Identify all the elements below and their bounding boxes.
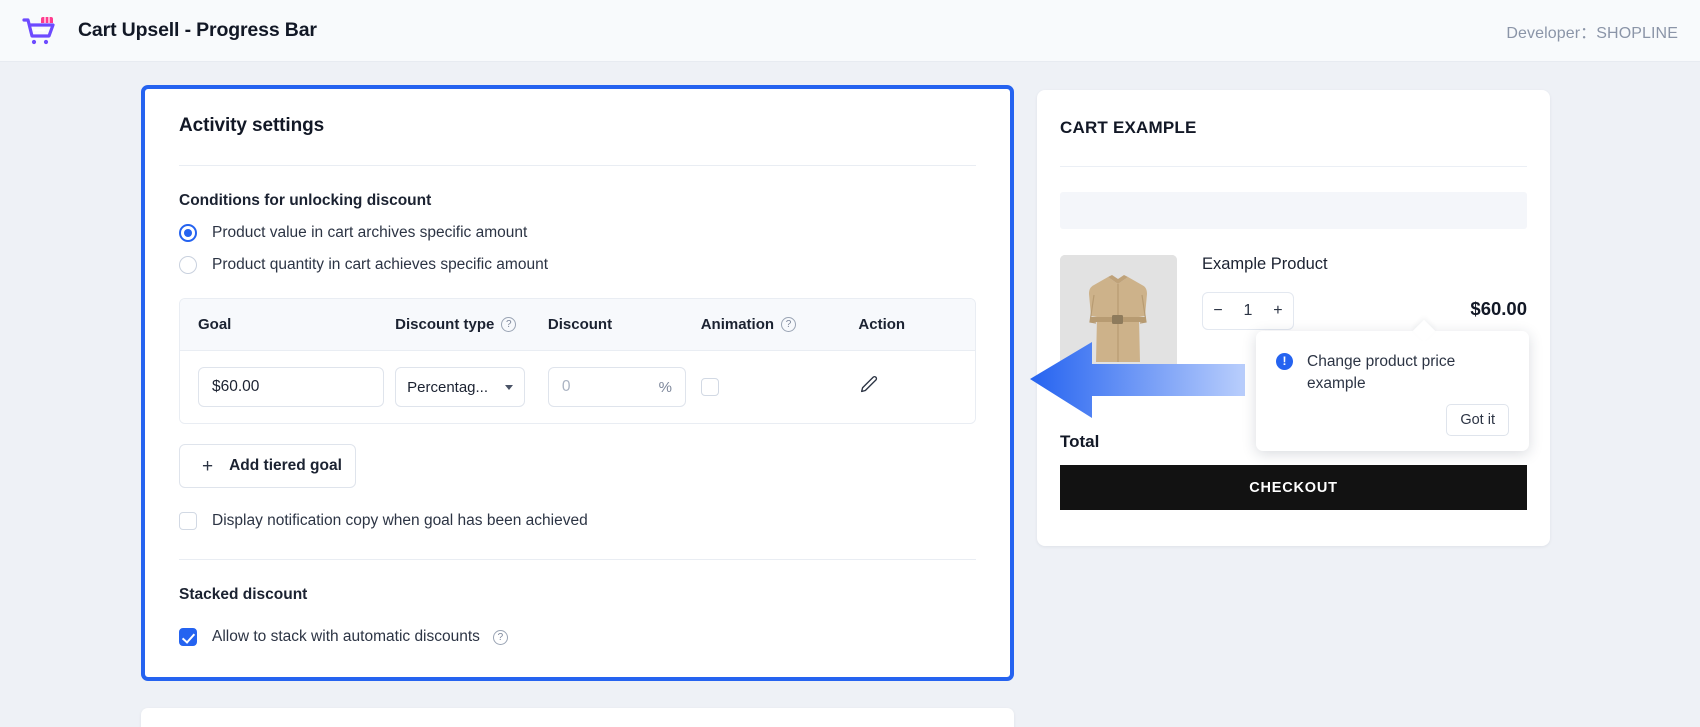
radio-option-product-value[interactable]: Product value in cart archives specific …: [179, 224, 976, 242]
goal-table: Goal Discount type ? Discount Animation …: [179, 298, 976, 424]
shopping-cart-icon: [20, 11, 60, 51]
animation-checkbox[interactable]: [700, 378, 719, 396]
cart-example-title: CART EXAMPLE: [1060, 118, 1197, 137]
quantity-value: 1: [1243, 302, 1253, 319]
page-title: Cart Upsell - Progress Bar: [78, 19, 317, 41]
quantity-increase-button[interactable]: +: [1273, 302, 1283, 319]
plus-icon: +: [202, 455, 214, 477]
divider: [179, 165, 976, 166]
allow-stack-checkbox[interactable]: [179, 628, 197, 646]
progress-bar-placeholder: [1060, 192, 1527, 229]
quantity-decrease-button[interactable]: −: [1213, 302, 1223, 319]
radio-option-product-quantity[interactable]: Product quantity in cart achieves specif…: [179, 256, 976, 274]
divider: [1060, 166, 1527, 167]
help-icon[interactable]: ?: [501, 317, 517, 332]
chevron-down-icon: [505, 384, 514, 390]
discount-placeholder: 0: [561, 378, 571, 395]
cell-goal: $60.00: [198, 367, 395, 407]
discount-input[interactable]: 0 %: [547, 367, 686, 407]
cell-discount: 0 %: [547, 367, 701, 407]
display-notification-row[interactable]: Display notification copy when goal has …: [179, 512, 976, 530]
goal-input[interactable]: $60.00: [198, 367, 384, 407]
add-tiered-goal-button[interactable]: + Add tiered goal: [179, 444, 356, 488]
tooltip-popover: ! Change product price example Got it: [1256, 319, 1529, 451]
conditions-label: Conditions for unlocking discount: [179, 192, 432, 209]
stacked-discount-label: Stacked discount: [179, 586, 308, 603]
help-icon[interactable]: ?: [492, 629, 508, 645]
tooltip-message: Change product price example: [1307, 353, 1456, 392]
display-notification-checkbox[interactable]: [179, 512, 197, 530]
cart-example-card: CART EXAMPLE Ex: [1037, 90, 1550, 546]
cart-total-label: Total: [1060, 432, 1100, 451]
product-price: $60.00: [1470, 298, 1527, 319]
help-icon[interactable]: ?: [781, 317, 797, 332]
edit-pencil-icon[interactable]: [858, 375, 880, 400]
product-thumbnail: [1060, 255, 1177, 372]
radio-indicator-checked[interactable]: [179, 224, 197, 242]
display-notification-label: Display notification copy when goal has …: [212, 512, 588, 529]
column-header-discount: Discount: [547, 316, 613, 333]
got-it-button[interactable]: Got it: [1446, 404, 1509, 436]
radio-label: Product value in cart archives specific …: [212, 224, 528, 241]
cell-action: [858, 374, 957, 401]
column-header-animation: Animation ?: [701, 316, 859, 333]
checkout-button[interactable]: CHECKOUT: [1060, 465, 1527, 510]
allow-stack-label: Allow to stack with automatic discounts: [212, 628, 480, 645]
column-header-action: Action: [858, 316, 906, 333]
percent-suffix: %: [658, 378, 672, 396]
brand: Cart Upsell - Progress Bar: [20, 11, 317, 51]
radio-indicator-unchecked[interactable]: [179, 256, 197, 274]
discount-type-value: Percentag...: [407, 378, 489, 396]
developer-label: Developer：SHOPLINE: [1506, 24, 1678, 42]
cell-discount-type: Percentag...: [395, 367, 548, 407]
cart-line-item: Example Product − 1 + $60.00: [1060, 255, 1527, 372]
top-bar: Cart Upsell - Progress Bar Developer：SHO…: [0, 0, 1700, 62]
column-header-discount-type: Discount type ?: [395, 316, 548, 333]
cell-animation: [700, 378, 859, 396]
activity-settings-card: Activity settings Conditions for unlocki…: [141, 85, 1014, 681]
discount-type-select[interactable]: Percentag...: [395, 367, 526, 407]
quantity-stepper[interactable]: − 1 +: [1202, 292, 1294, 330]
table-row: $60.00 Percentag... 0 %: [180, 351, 975, 423]
radio-label: Product quantity in cart achieves specif…: [212, 256, 549, 273]
add-tiered-goal-label: Add tiered goal: [229, 457, 342, 474]
next-section-card: [141, 708, 1014, 727]
activity-settings-title: Activity settings: [179, 115, 325, 136]
column-header-goal: Goal: [198, 316, 232, 333]
divider: [179, 559, 976, 560]
info-exclamation-icon: !: [1276, 353, 1293, 370]
product-name: Example Product: [1202, 255, 1328, 273]
allow-stack-row[interactable]: Allow to stack with automatic discounts …: [179, 628, 976, 646]
table-header-row: Goal Discount type ? Discount Animation …: [180, 299, 975, 351]
